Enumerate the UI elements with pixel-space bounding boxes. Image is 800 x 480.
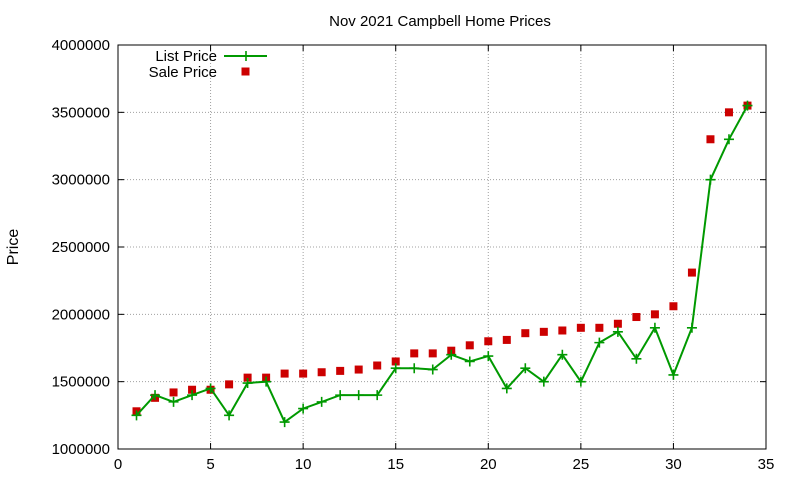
list-price-point: [668, 369, 679, 380]
x-tick-label: 5: [206, 456, 214, 473]
sale-price-point: [595, 323, 604, 332]
sale-price-point: [169, 388, 178, 397]
list-price-point: [686, 322, 697, 333]
list-price-point: [131, 410, 142, 421]
sale-price-point: [687, 268, 696, 277]
list-price-point: [464, 356, 475, 367]
list-price-point: [353, 390, 364, 401]
sale-price-point: [336, 366, 345, 375]
sale-price-point: [539, 327, 548, 336]
sale-price-point: [558, 326, 567, 335]
axis-ticks: 0 5 10 15 20 25 30 35 1000000 1500000 2000000 25000…: [52, 37, 775, 473]
list-price-point: [446, 349, 457, 360]
y-axis-label: Price: [5, 229, 22, 266]
sale-price-point: [410, 349, 419, 358]
list-price-point: [594, 337, 605, 348]
list-price-point: [705, 174, 716, 185]
list-price-point: [501, 383, 512, 394]
sale-price-point: [243, 373, 252, 382]
x-tick-label: 0: [114, 456, 122, 473]
legend-label-list-price: List Price: [155, 48, 217, 65]
list-price-point: [649, 322, 660, 333]
legend-label-sale-price: Sale Price: [149, 64, 217, 81]
list-price-point: [261, 376, 272, 387]
x-tick-label: 15: [387, 456, 404, 473]
list-price-point: [187, 390, 198, 401]
sale-price-point: [391, 357, 400, 366]
list-price-point: [612, 326, 623, 337]
list-price-point: [520, 363, 531, 374]
sale-price-point: [632, 313, 641, 322]
sale-price-point: [521, 329, 530, 338]
list-price-point: [224, 410, 235, 421]
x-tick-label: 20: [480, 456, 497, 473]
list-price-point: [316, 396, 327, 407]
chart-title: Nov 2021 Campbell Home Prices: [329, 13, 551, 30]
sale-price-point: [669, 302, 678, 311]
list-price-point: [631, 353, 642, 364]
legend-marker-sale-price: [241, 67, 250, 76]
y-tick-label: 1500000: [52, 374, 110, 391]
legend-marker-list-price: [241, 51, 251, 61]
sale-price-point: [225, 380, 234, 389]
y-tick-label: 2000000: [52, 306, 110, 323]
sale-price-point: [299, 369, 308, 378]
sale-price-point: [354, 365, 363, 374]
list-price-point: [390, 363, 401, 374]
x-tick-label: 35: [758, 456, 775, 473]
series-sale-price: [132, 101, 752, 416]
y-tick-label: 1000000: [52, 441, 110, 458]
sale-price-point: [428, 349, 437, 358]
list-price-line: [135, 105, 749, 424]
list-price-point: [742, 100, 753, 111]
list-price-point: [575, 376, 586, 387]
sale-price-point: [280, 369, 289, 378]
x-tick-label: 10: [295, 456, 312, 473]
y-tick-label: 3000000: [52, 172, 110, 189]
list-price-point: [483, 351, 494, 362]
y-tick-label: 2500000: [52, 239, 110, 256]
list-price-point: [335, 390, 346, 401]
x-tick-label: 30: [665, 456, 682, 473]
sale-price-point: [576, 323, 585, 332]
list-price-point: [723, 134, 734, 145]
sale-price-point: [373, 361, 382, 370]
series: [131, 100, 753, 428]
list-price-point: [242, 378, 253, 389]
y-tick-label: 3500000: [52, 104, 110, 121]
y-tick-label: 4000000: [52, 37, 110, 54]
list-price-point: [538, 376, 549, 387]
list-price-point: [298, 403, 309, 414]
sale-price-point: [706, 135, 715, 144]
list-price-point: [205, 383, 216, 394]
sale-price-point: [484, 337, 493, 346]
sale-price-point: [188, 385, 197, 394]
list-price-point: [150, 390, 161, 401]
series-list-price: [131, 100, 753, 428]
list-price-point: [409, 363, 420, 374]
sale-price-point: [502, 335, 511, 344]
legend: List Price Sale Price: [149, 48, 267, 81]
sale-price-point: [650, 310, 659, 319]
sale-price-point: [724, 108, 733, 117]
x-tick-label: 25: [573, 456, 590, 473]
list-price-point: [427, 364, 438, 375]
sale-price-point: [317, 368, 326, 377]
list-price-point: [279, 417, 290, 428]
list-price-point: [168, 396, 179, 407]
sale-price-point: [613, 319, 622, 328]
list-price-point: [372, 390, 383, 401]
sale-price-point: [465, 341, 474, 350]
list-price-point: [557, 349, 568, 360]
